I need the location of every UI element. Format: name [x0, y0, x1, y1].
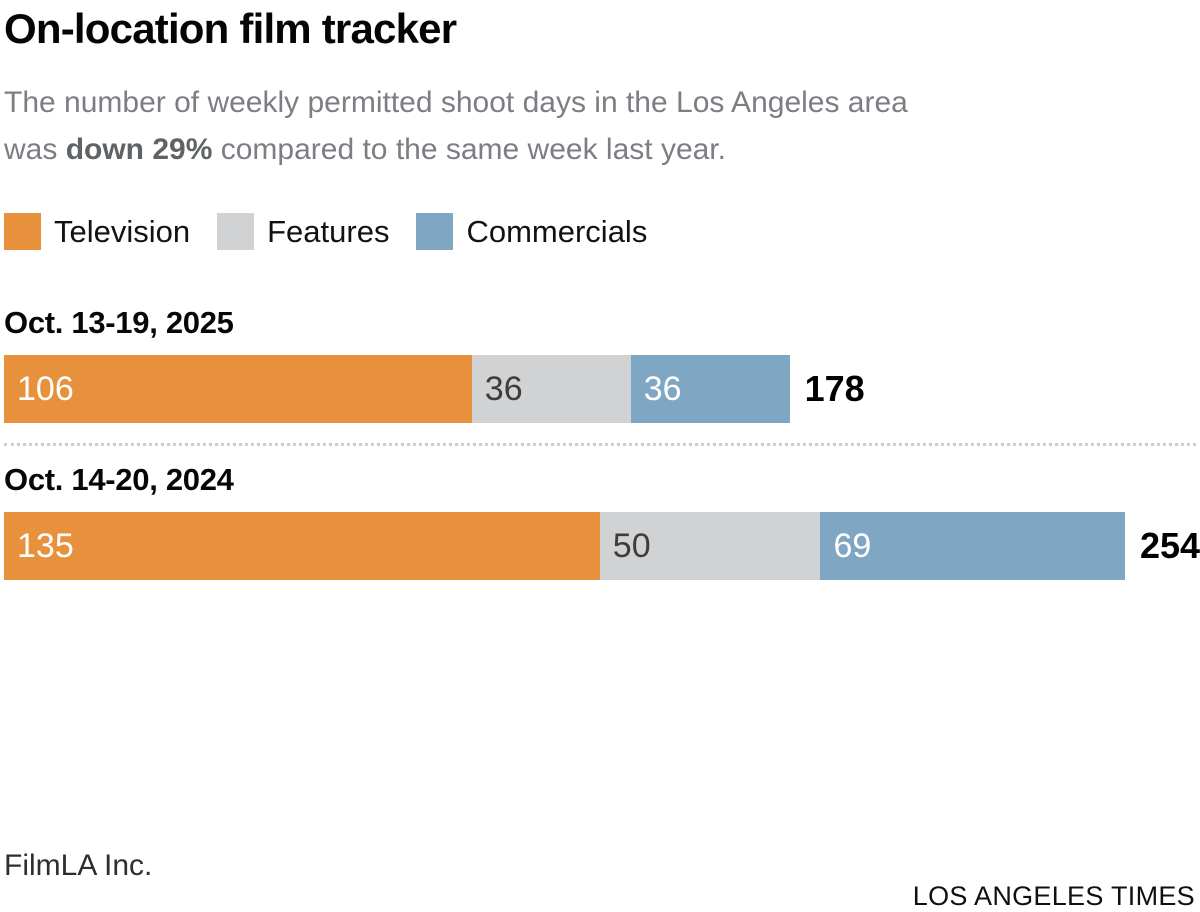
stacked-bar-chart: Oct. 13-19, 2025 106 36 36 178 Oct. 14-20, 20…	[4, 305, 1200, 580]
bar-segment-commercials: 69	[820, 512, 1125, 580]
subtitle-line2-suffix: compared to the same week last year.	[212, 133, 726, 166]
legend-label: Television	[54, 213, 191, 249]
legend-swatch-features	[217, 213, 255, 250]
subtitle-line1: The number of weekly permitted shoot day…	[4, 86, 908, 119]
segment-value: 50	[612, 526, 651, 565]
subtitle-highlight: down 29%	[65, 133, 213, 166]
legend-item-commercials: Commercials	[416, 213, 647, 250]
bar-segment-features: 50	[599, 512, 821, 580]
bar-total: 178	[804, 368, 865, 409]
page-title: On-location film tracker	[4, 5, 457, 52]
segment-value: 69	[833, 526, 872, 565]
segment-value: 36	[643, 369, 682, 408]
segment-value: 135	[17, 526, 74, 565]
bar-total: 254	[1139, 525, 1200, 566]
bar-segment-television: 135	[4, 512, 600, 580]
legend-label: Commercials	[466, 213, 648, 249]
bar-segment-features: 36	[471, 355, 631, 423]
publisher-credit: LOS ANGELES TIMES	[912, 881, 1195, 911]
legend-label: Features	[267, 213, 390, 249]
chart-subtitle: The number of weekly permitted shoot day…	[4, 79, 1196, 173]
segment-value: 106	[17, 369, 74, 408]
chart-legend: Television Features Commercials	[4, 213, 1196, 250]
bar-group-label: Oct. 14-20, 2024	[4, 462, 234, 497]
source-credit: FilmLA Inc.	[4, 849, 153, 882]
legend-item-features: Features	[217, 213, 389, 250]
bar-segment-commercials: 36	[630, 355, 790, 423]
bar-row: 135 50 69 254	[4, 512, 1200, 580]
bar-segment-television: 106	[4, 355, 472, 423]
bar-group-label: Oct. 13-19, 2025	[4, 305, 234, 340]
legend-swatch-television	[4, 213, 41, 250]
legend-swatch-commercials	[416, 213, 454, 250]
row-divider	[4, 443, 1196, 446]
bar-row: 106 36 36 178	[4, 355, 1196, 423]
legend-item-television: Television	[4, 213, 190, 250]
segment-value: 36	[484, 369, 523, 408]
subtitle-line2-prefix: was	[4, 133, 66, 166]
